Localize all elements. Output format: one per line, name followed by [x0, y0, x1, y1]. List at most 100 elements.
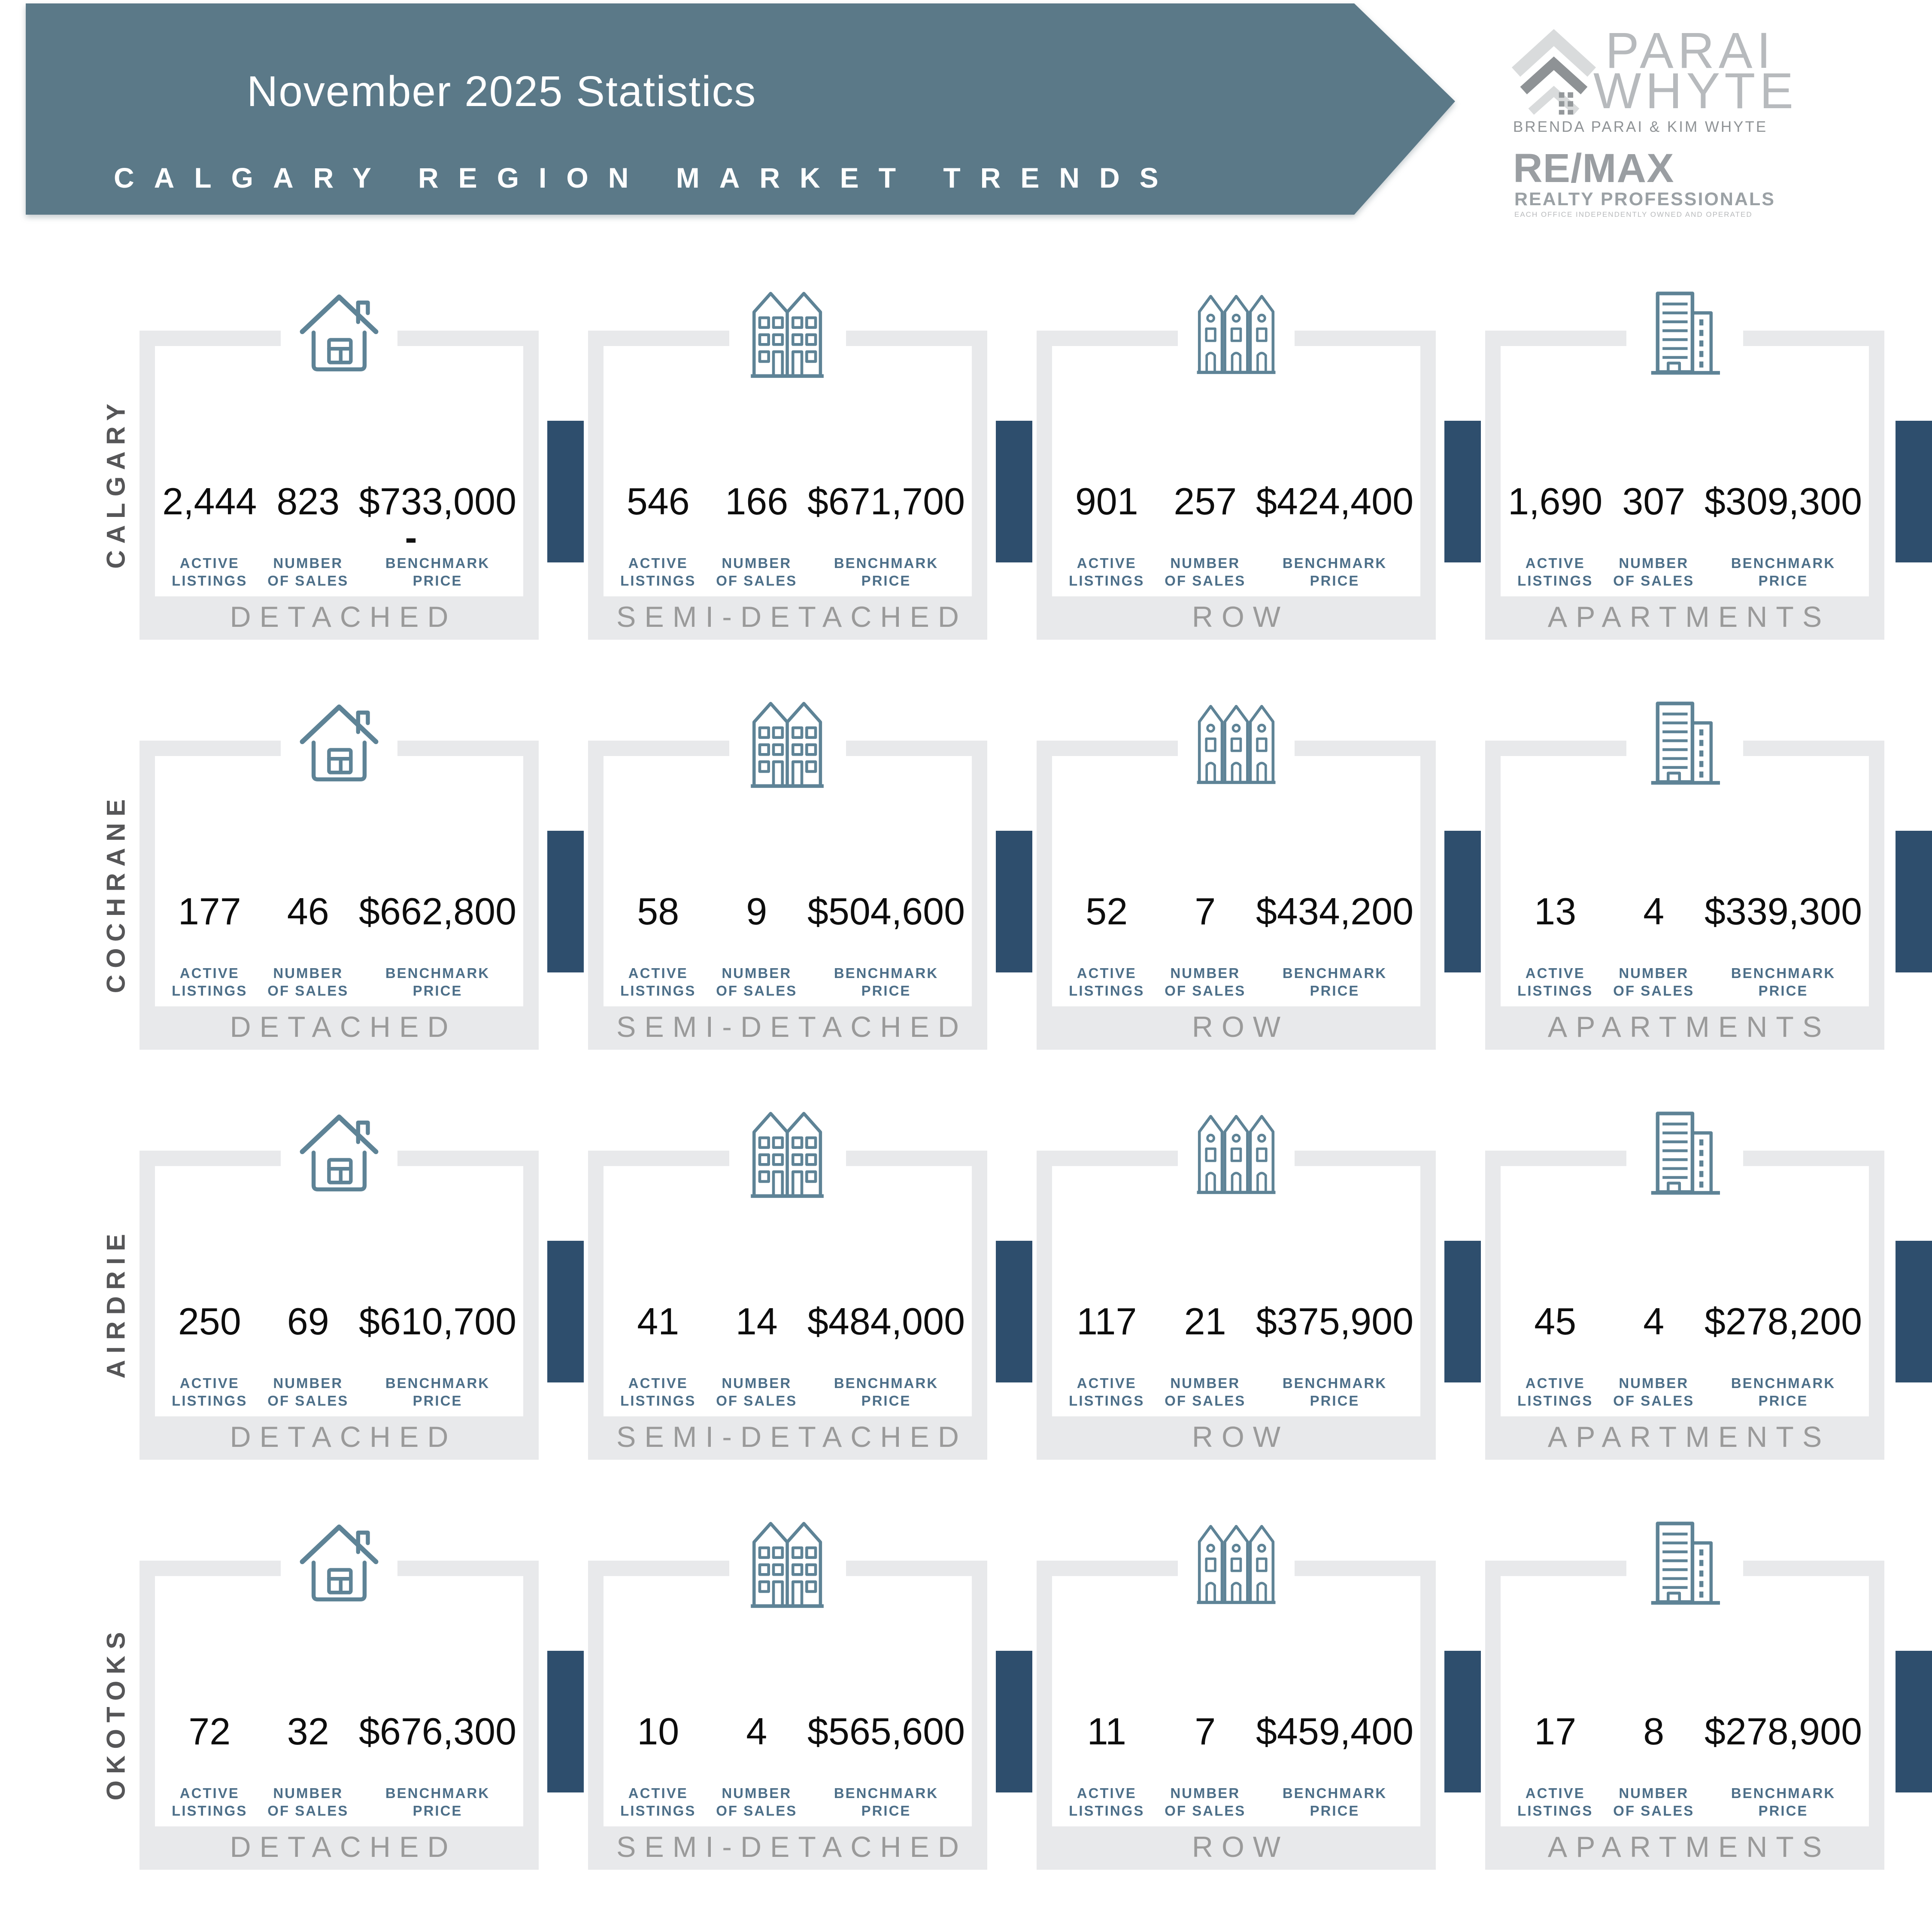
number-of-sales-stat: 4 NUMBER OF SALES	[711, 1702, 803, 1820]
benchmark-price-label-line2: PRICE	[1310, 1393, 1360, 1409]
row-houses-icon	[1194, 285, 1279, 380]
property-type-label: DETACHED	[230, 1011, 457, 1043]
benchmark-price-value: $339,300	[1704, 890, 1862, 933]
active-listings-value: 52	[1086, 890, 1128, 933]
number-of-sales-stat: 69 NUMBER OF SALES	[263, 1292, 354, 1410]
icon-notch	[1178, 1561, 1295, 1577]
stat-card-airdrie-semi-detached: 41 ACTIVE LISTINGS 14 NUMBER OF SALES $484,000…	[588, 1112, 1032, 1460]
active-listings-label: ACTIVE LISTINGS	[1517, 1784, 1593, 1820]
active-listings-label-line2: LISTINGS	[172, 1393, 248, 1409]
number-of-sales-label: NUMBER OF SALES	[1613, 1374, 1694, 1410]
stat-card-cochrane-row: 52 ACTIVE LISTINGS 7 NUMBER OF SALES $434,200 B…	[1037, 705, 1481, 1050]
brand-name-line2: WHYTE	[1593, 63, 1798, 119]
icon-notch	[1178, 331, 1295, 346]
semi-detached-houses-icon	[745, 1515, 830, 1610]
number-of-sales-label-line1: NUMBER	[722, 555, 792, 571]
stray-dash-mark: -	[405, 517, 417, 558]
number-of-sales-stat: 307 NUMBER OF SALES	[1608, 472, 1700, 589]
region-label-okotoks: OKOTOKS	[101, 1625, 130, 1801]
icon-notch	[1178, 1151, 1295, 1166]
active-listings-value: 17	[1534, 1710, 1577, 1753]
property-type-label: APARTMENTS	[1547, 1011, 1831, 1043]
divider-tab	[547, 831, 584, 972]
benchmark-price-value: $375,900	[1256, 1300, 1414, 1343]
card-inner-panel	[1501, 346, 1869, 596]
number-of-sales-value: 46	[287, 890, 329, 933]
property-type-label: ROW	[1192, 601, 1289, 633]
apartment-building-icon	[1642, 695, 1727, 790]
active-listings-stat: 41 ACTIVE LISTINGS	[605, 1292, 711, 1410]
benchmark-price-value: $484,000	[807, 1300, 965, 1343]
active-listings-label-line1: ACTIVE	[628, 965, 688, 981]
benchmark-price-label-line2: PRICE	[1310, 573, 1360, 589]
number-of-sales-label-line2: OF SALES	[267, 573, 349, 589]
property-type-label: APARTMENTS	[1547, 1421, 1831, 1453]
stats-row: 250 ACTIVE LISTINGS 69 NUMBER OF SALES $610,70…	[157, 1292, 522, 1410]
number-of-sales-stat: 166 NUMBER OF SALES	[711, 472, 803, 589]
stat-card-calgary-semi-detached: 546 ACTIVE LISTINGS 166 NUMBER OF SALES $671,7…	[588, 292, 1032, 640]
active-listings-label-line2: LISTINGS	[620, 1803, 696, 1819]
card-inner-panel	[155, 346, 523, 596]
active-listings-label-line1: ACTIVE	[1525, 555, 1585, 571]
stats-row: 2,444 ACTIVE LISTINGS 823 NUMBER OF SALES $733…	[157, 472, 522, 589]
number-of-sales-label: NUMBER OF SALES	[267, 964, 349, 999]
benchmark-price-label-line1: BENCHMARK	[834, 1375, 939, 1391]
property-type-label: APARTMENTS	[1547, 1831, 1831, 1863]
stats-row: 45 ACTIVE LISTINGS 4 NUMBER OF SALES $278,200 B…	[1502, 1292, 1867, 1410]
property-type-label: ROW	[1192, 1831, 1289, 1863]
apartment-building-icon	[1642, 1515, 1727, 1610]
active-listings-label-line2: LISTINGS	[1517, 983, 1593, 999]
stat-card-okotoks-detached: 72 ACTIVE LISTINGS 32 NUMBER OF SALES $676,300…	[140, 1524, 584, 1870]
stat-card-calgary-apartments: 1,690 ACTIVE LISTINGS 307 NUMBER OF SALES $309…	[1485, 292, 1932, 640]
active-listings-stat: 901 ACTIVE LISTINGS	[1054, 472, 1160, 589]
active-listings-value: 177	[178, 890, 241, 933]
divider-tab	[1444, 1241, 1481, 1382]
benchmark-price-label-line1: BENCHMARK	[1282, 555, 1387, 571]
stats-row: 1,690 ACTIVE LISTINGS 307 NUMBER OF SALES $309…	[1502, 472, 1867, 589]
number-of-sales-label-line2: OF SALES	[716, 573, 798, 589]
stats-row: 117 ACTIVE LISTINGS 21 NUMBER OF SALES $375,90…	[1054, 1292, 1419, 1410]
benchmark-price-label-line1: BENCHMARK	[1282, 965, 1387, 981]
number-of-sales-label-line2: OF SALES	[1165, 983, 1246, 999]
benchmark-price-label-line1: BENCHMARK	[385, 1785, 490, 1801]
active-listings-value: 546	[626, 480, 690, 522]
active-listings-value: 13	[1534, 890, 1577, 933]
benchmark-price-value: $676,300	[358, 1710, 517, 1753]
card-inner-panel	[1501, 1166, 1869, 1416]
number-of-sales-value: 9	[746, 890, 767, 933]
divider-tab	[1896, 1651, 1932, 1792]
benchmark-price-label: BENCHMARK PRICE	[1731, 554, 1835, 589]
card-inner-panel	[604, 346, 972, 596]
active-listings-value: 11	[1087, 1710, 1126, 1753]
benchmark-price-label-line2: PRICE	[861, 1393, 911, 1409]
benchmark-price-value: $565,600	[807, 1710, 965, 1753]
active-listings-label-line2: LISTINGS	[1517, 573, 1593, 589]
benchmark-price-label-line1: BENCHMARK	[385, 1375, 490, 1391]
number-of-sales-stat: 257 NUMBER OF SALES	[1160, 472, 1251, 589]
brokerage-brand: RE/MAX	[1513, 146, 1674, 191]
row-houses-icon	[1194, 1515, 1279, 1610]
active-listings-stat: 58 ACTIVE LISTINGS	[605, 882, 711, 999]
benchmark-price-value: $459,400	[1256, 1710, 1414, 1753]
number-of-sales-stat: 4 NUMBER OF SALES	[1608, 1292, 1700, 1410]
benchmark-price-stat: $676,300 BENCHMARK PRICE	[354, 1702, 522, 1820]
stats-row: 177 ACTIVE LISTINGS 46 NUMBER OF SALES $662,80…	[157, 882, 522, 999]
active-listings-label-line2: LISTINGS	[620, 1393, 696, 1409]
stats-row: 901 ACTIVE LISTINGS 257 NUMBER OF SALES $424,4…	[1054, 472, 1419, 589]
benchmark-price-label-line2: PRICE	[1758, 983, 1808, 999]
divider-tab	[547, 1241, 584, 1382]
apartment-building-icon	[1642, 1105, 1727, 1200]
benchmark-price-label-line1: BENCHMARK	[385, 555, 490, 571]
number-of-sales-value: 307	[1622, 480, 1686, 522]
header-banner: November 2025 Statistics CALGARY REGION …	[26, 3, 1455, 215]
benchmark-price-label-line1: BENCHMARK	[1282, 1785, 1387, 1801]
active-listings-label-line1: ACTIVE	[628, 555, 688, 571]
stat-card-okotoks-semi-detached: 10 ACTIVE LISTINGS 4 NUMBER OF SALES $565,600 B…	[588, 1522, 1032, 1870]
property-type-label: DETACHED	[230, 1421, 457, 1453]
active-listings-stat: 11 ACTIVE LISTINGS	[1054, 1702, 1160, 1820]
number-of-sales-label: NUMBER OF SALES	[716, 964, 797, 999]
benchmark-price-stat: $278,900 BENCHMARK PRICE	[1699, 1702, 1867, 1820]
divider-tab	[996, 421, 1032, 562]
benchmark-price-stat: $565,600 BENCHMARK PRICE	[802, 1702, 970, 1820]
benchmark-price-label-line1: BENCHMARK	[1282, 1375, 1387, 1391]
